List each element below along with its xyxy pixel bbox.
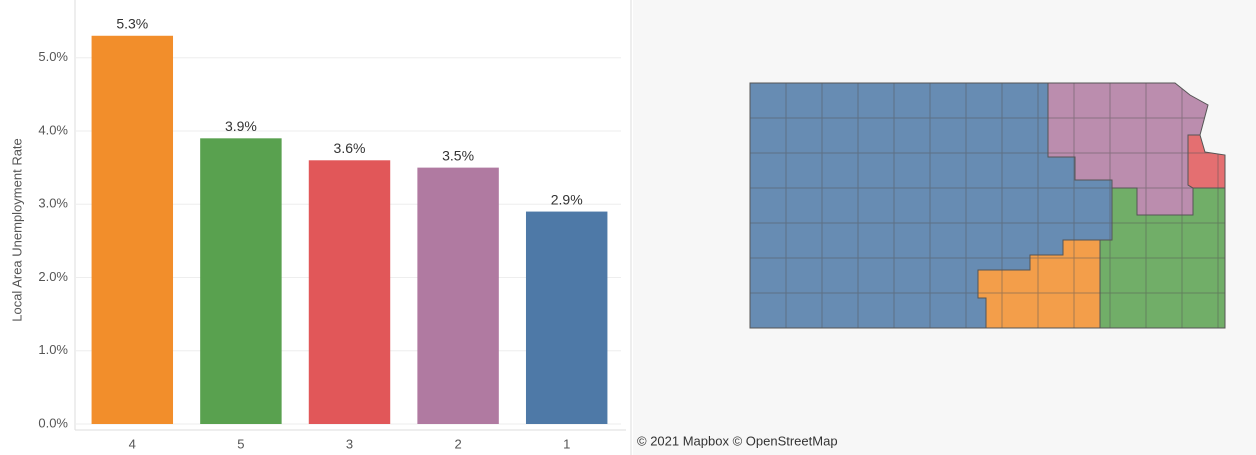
- kansas-map: [749, 82, 1226, 329]
- map-attribution: © 2021 Mapbox © OpenStreetMap: [637, 433, 838, 448]
- value-label: 5.3%: [116, 15, 148, 31]
- value-label: 3.5%: [442, 147, 474, 163]
- county-lines: [750, 83, 1225, 328]
- x-tick-label: 1: [563, 436, 570, 451]
- value-label: 2.9%: [551, 191, 583, 207]
- bar: [525, 211, 608, 424]
- bar: [200, 138, 282, 424]
- bar: [91, 35, 174, 424]
- x-tick-label: 4: [129, 436, 136, 451]
- value-label: 3.6%: [334, 140, 366, 156]
- y-tick-label: 5.0%: [38, 49, 68, 64]
- bar: [417, 167, 499, 424]
- y-tick-label: 2.0%: [38, 269, 68, 284]
- bar: [308, 160, 391, 424]
- y-axis-label: Local Area Unemployment Rate: [9, 138, 24, 322]
- x-tick-label: 2: [454, 436, 461, 451]
- x-tick-label: 3: [346, 436, 353, 451]
- value-label: 3.9%: [225, 118, 257, 134]
- x-tick-label: 5: [237, 436, 244, 451]
- y-tick-label: 3.0%: [38, 196, 68, 211]
- y-tick-label: 0.0%: [38, 415, 68, 430]
- y-tick-label: 4.0%: [38, 122, 68, 137]
- y-tick-label: 1.0%: [38, 342, 68, 357]
